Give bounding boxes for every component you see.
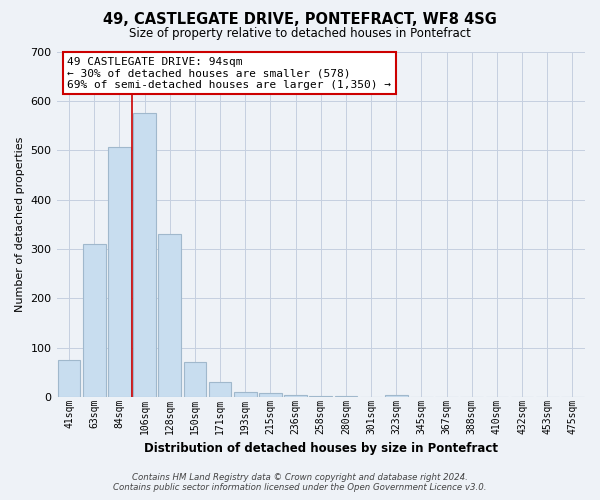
Bar	[158, 234, 181, 397]
Bar	[284, 394, 307, 397]
Bar	[58, 360, 80, 397]
Bar	[385, 394, 407, 397]
Bar	[108, 147, 131, 397]
Bar	[310, 396, 332, 397]
Text: 49 CASTLEGATE DRIVE: 94sqm
← 30% of detached houses are smaller (578)
69% of sem: 49 CASTLEGATE DRIVE: 94sqm ← 30% of deta…	[67, 56, 391, 90]
Bar	[83, 244, 106, 397]
Bar	[133, 113, 156, 397]
Bar	[234, 392, 257, 397]
X-axis label: Distribution of detached houses by size in Pontefract: Distribution of detached houses by size …	[144, 442, 498, 455]
Text: Size of property relative to detached houses in Pontefract: Size of property relative to detached ho…	[129, 28, 471, 40]
Y-axis label: Number of detached properties: Number of detached properties	[15, 136, 25, 312]
Bar	[259, 393, 282, 397]
Text: 49, CASTLEGATE DRIVE, PONTEFRACT, WF8 4SG: 49, CASTLEGATE DRIVE, PONTEFRACT, WF8 4S…	[103, 12, 497, 28]
Bar	[184, 362, 206, 397]
Text: Contains HM Land Registry data © Crown copyright and database right 2024.
Contai: Contains HM Land Registry data © Crown c…	[113, 473, 487, 492]
Bar	[209, 382, 232, 397]
Bar	[335, 396, 357, 397]
